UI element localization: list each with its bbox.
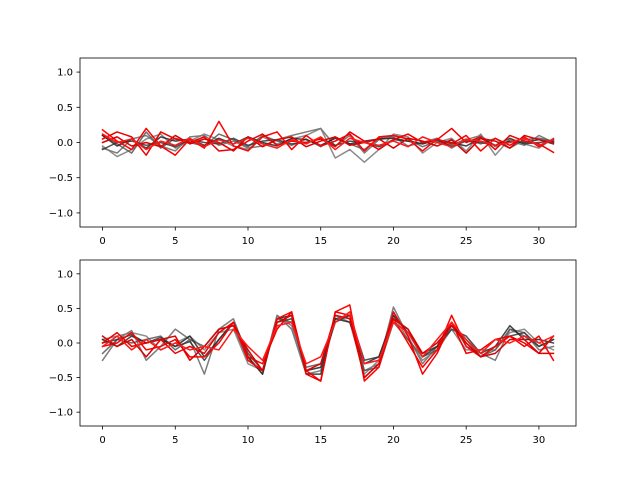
bottom-y-tick-label: 1.0 (57, 269, 73, 280)
top-x-tick-label: 25 (460, 236, 473, 247)
top-plot-panel: 0 5 10 15 20 25 30 −1.0 −0.5 0.0 0.5 1.0 (49, 57, 577, 247)
bottom-x-tick-label: 15 (314, 435, 327, 446)
top-series-line-8 (101, 133, 555, 151)
top-x-tick-label: 0 (99, 236, 105, 247)
top-x-tick-label: 15 (314, 236, 327, 247)
bottom-x-tick-label: 25 (460, 435, 473, 446)
top-x-tick-label: 20 (387, 236, 400, 247)
bottom-y-tick-label: 0.0 (57, 339, 73, 350)
top-y-tick-label: 0.0 (57, 138, 73, 149)
top-y-tick-label: 1.0 (57, 68, 73, 79)
top-x-tick-label: 30 (533, 236, 546, 247)
bottom-y-tick-label: 0.5 (57, 304, 73, 315)
bottom-x-tick-label: 10 (242, 435, 255, 446)
bottom-series-line-8 (101, 311, 555, 365)
top-series-line-4 (101, 137, 555, 151)
top-y-tick-label: 0.5 (57, 103, 73, 114)
bottom-y-tick-label: −1.0 (49, 408, 73, 419)
bottom-x-tick-label: 30 (533, 435, 546, 446)
bottom-y-tick-label: −0.5 (49, 373, 73, 384)
bottom-plot-panel: 0 5 10 15 20 25 30 −1.0 −0.5 0.0 0.5 1.0 (49, 259, 577, 446)
top-y-tick-label: −0.5 (49, 173, 73, 184)
bottom-x-tick-label: 20 (387, 435, 400, 446)
top-x-tick-label: 5 (172, 236, 178, 247)
bottom-x-tick-label: 5 (172, 435, 178, 446)
bottom-x-tick-label: 0 (99, 435, 105, 446)
top-y-tick-label: −1.0 (49, 208, 73, 219)
top-x-tick-label: 10 (242, 236, 255, 247)
